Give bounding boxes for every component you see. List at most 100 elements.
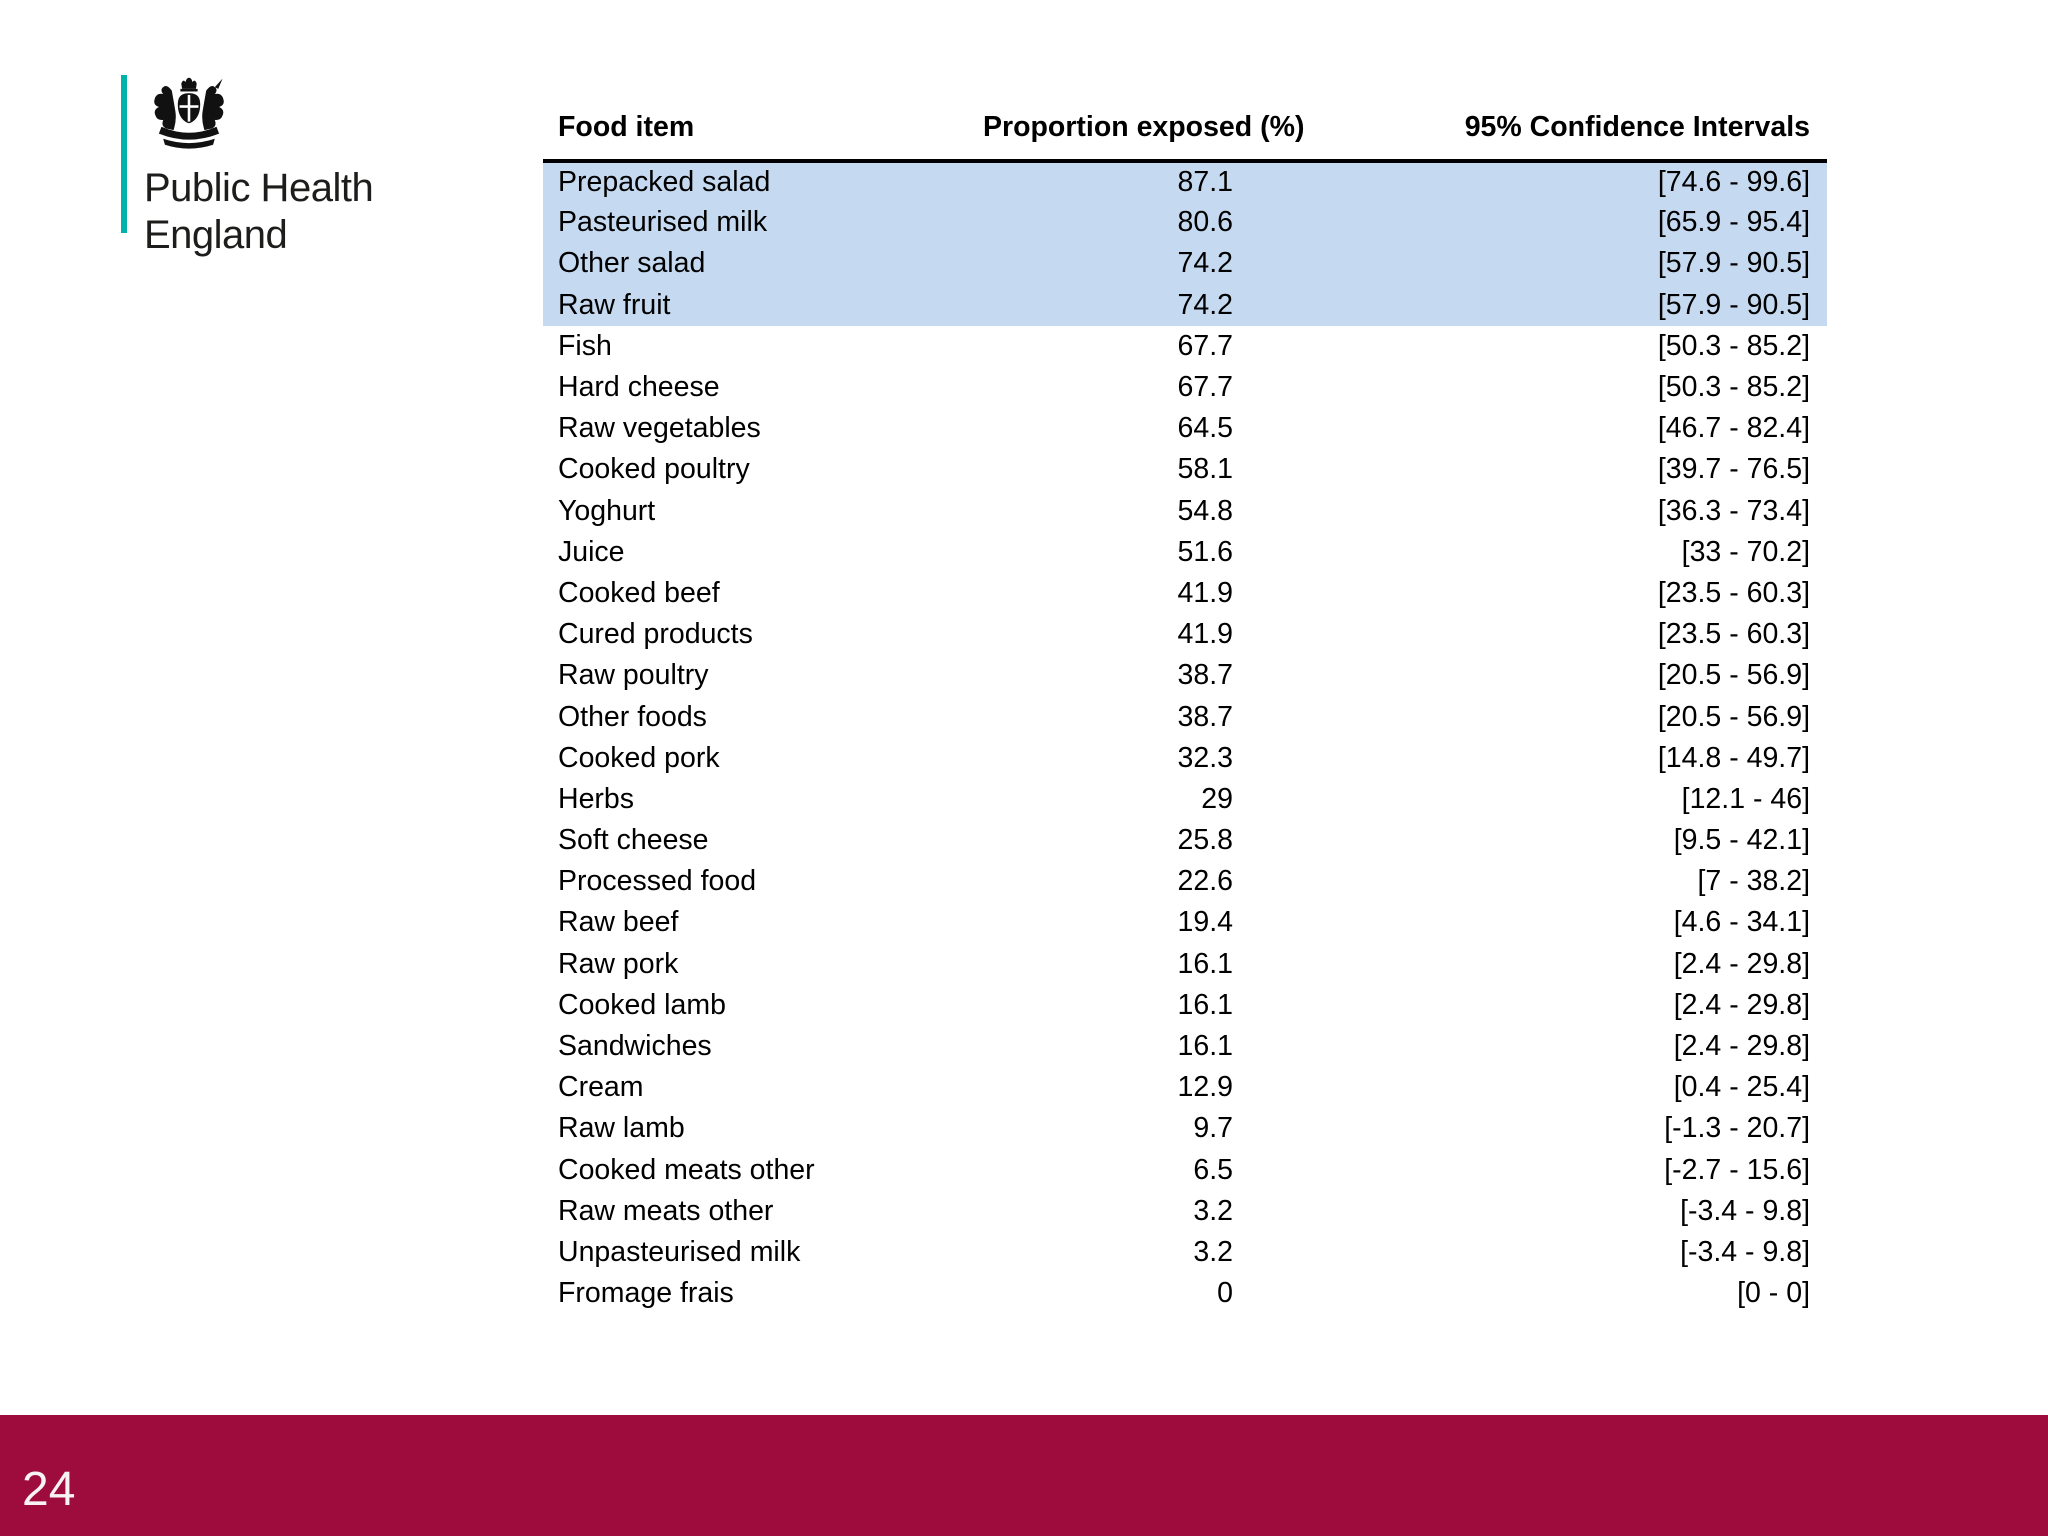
food-item-cell: Other foods: [558, 700, 707, 733]
table-row: Yoghurt 54.8 [36.3 - 73.4]: [543, 491, 1827, 532]
logo-line1: Public Health: [144, 166, 374, 210]
food-item-cell: Raw lamb: [558, 1112, 685, 1145]
table-row: Raw meats other 3.2 [-3.4 - 9.8]: [543, 1191, 1827, 1232]
proportion-cell: 58.1: [1177, 453, 1233, 486]
ci-cell: [9.5 - 42.1]: [1673, 824, 1810, 857]
proportion-cell: 38.7: [1177, 659, 1233, 692]
food-item-cell: Raw pork: [558, 947, 679, 980]
food-item-cell: Hard cheese: [558, 371, 720, 404]
royal-coat-of-arms-icon: [154, 77, 224, 149]
proportion-cell: 64.5: [1177, 412, 1233, 445]
proportion-cell: 16.1: [1177, 1030, 1233, 1063]
table-row: Cooked pork 32.3 [14.8 - 49.7]: [543, 738, 1827, 779]
ci-cell: [33 - 70.2]: [1681, 535, 1810, 568]
food-item-cell: Cured products: [558, 618, 753, 651]
proportion-cell: 29: [1201, 782, 1233, 815]
logo-body: Public Health England: [144, 75, 374, 259]
table-row: Unpasteurised milk 3.2 [-3.4 - 9.8]: [543, 1232, 1827, 1273]
table-row: Raw lamb 9.7 [-1.3 - 20.7]: [543, 1108, 1827, 1149]
ci-cell: [-3.4 - 9.8]: [1680, 1194, 1810, 1227]
ci-cell: [12.1 - 46]: [1681, 782, 1810, 815]
food-item-cell: Cooked lamb: [558, 988, 726, 1021]
food-item-cell: Juice: [558, 535, 625, 568]
proportion-cell: 74.2: [983, 284, 1233, 326]
food-item-cell: Raw poultry: [558, 659, 709, 692]
ci-cell: [2.4 - 29.8]: [1673, 988, 1810, 1021]
table-row: Hard cheese 67.7 [50.3 - 85.2]: [543, 367, 1827, 408]
ci-cell: [57.9 - 90.5]: [1233, 243, 1827, 285]
proportion-cell: 41.9: [1177, 618, 1233, 651]
logo-text: Public Health England: [144, 165, 374, 259]
ci-cell: [2.4 - 29.8]: [1673, 947, 1810, 980]
proportion-cell: 9.7: [1193, 1112, 1233, 1145]
food-item-cell: Pasteurised milk: [543, 202, 983, 244]
table-row: Cured products 41.9 [23.5 - 60.3]: [543, 614, 1827, 655]
table-row: Pasteurised milk 80.6 [65.9 - 95.4]: [543, 202, 1827, 244]
ci-cell: [20.5 - 56.9]: [1657, 659, 1810, 692]
food-item-cell: Raw fruit: [543, 284, 983, 326]
food-item-cell: Herbs: [558, 782, 635, 815]
table-row: Herbs 29 [12.1 - 46]: [543, 779, 1827, 820]
proportion-cell: 87.1: [983, 161, 1233, 203]
table-row: Fromage frais 0 [0 - 0]: [543, 1273, 1827, 1314]
table-row: Raw poultry 38.7 [20.5 - 56.9]: [543, 655, 1827, 696]
food-item-cell: Fish: [558, 329, 612, 362]
table-row: Other foods 38.7 [20.5 - 56.9]: [543, 696, 1827, 737]
ci-cell: [65.9 - 95.4]: [1233, 202, 1827, 244]
ci-cell: [74.6 - 99.6]: [1233, 161, 1827, 203]
ci-cell: [57.9 - 90.5]: [1233, 284, 1827, 326]
proportion-column-header: Proportion exposed (%): [983, 95, 1304, 163]
food-item-cell: Cooked poultry: [558, 453, 750, 486]
ci-cell: [-1.3 - 20.7]: [1664, 1112, 1810, 1145]
proportion-cell: 3.2: [1193, 1235, 1233, 1268]
proportion-cell: 16.1: [1177, 947, 1233, 980]
proportion-cell: 16.1: [1177, 988, 1233, 1021]
table-row: Juice 51.6 [33 - 70.2]: [543, 532, 1827, 573]
table-row: Raw vegetables 64.5 [46.7 - 82.4]: [543, 408, 1827, 449]
ci-cell: [39.7 - 76.5]: [1657, 453, 1810, 486]
table-header-row: Food item Proportion exposed (%) 95% Con…: [543, 95, 1827, 163]
proportion-cell: 19.4: [1177, 906, 1233, 939]
exposure-table: Food item Proportion exposed (%) 95% Con…: [543, 95, 1827, 1314]
ci-cell: [4.6 - 34.1]: [1673, 906, 1810, 939]
ci-cell: [23.5 - 60.3]: [1657, 618, 1810, 651]
proportion-cell: 74.2: [983, 243, 1233, 285]
proportion-cell: 41.9: [1177, 576, 1233, 609]
food-item-cell: Raw beef: [558, 906, 679, 939]
proportion-cell: 22.6: [1177, 865, 1233, 898]
proportion-cell: 0: [1217, 1277, 1233, 1310]
ci-cell: [0.4 - 25.4]: [1673, 1071, 1810, 1104]
table-row: Sandwiches 16.1 [2.4 - 29.8]: [543, 1026, 1827, 1067]
table-body: Prepacked salad 87.1 [74.6 - 99.6] Paste…: [543, 161, 1827, 1314]
ci-cell: [2.4 - 29.8]: [1673, 1030, 1810, 1063]
food-item-cell: Sandwiches: [558, 1030, 712, 1063]
table-row: Cooked poultry 58.1 [39.7 - 76.5]: [543, 449, 1827, 490]
food-item-column-header: Food item: [543, 95, 983, 163]
ci-cell: [7 - 38.2]: [1697, 865, 1810, 898]
food-item-cell: Yoghurt: [558, 494, 656, 527]
table-row: Cooked beef 41.9 [23.5 - 60.3]: [543, 573, 1827, 614]
ci-column-header: 95% Confidence Intervals: [1233, 95, 1827, 163]
ci-cell: [50.3 - 85.2]: [1657, 371, 1810, 404]
page-number: 24: [22, 1462, 76, 1516]
table-row: Cream 12.9 [0.4 - 25.4]: [543, 1067, 1827, 1108]
proportion-cell: 32.3: [1177, 741, 1233, 774]
ci-cell: [-3.4 - 9.8]: [1680, 1235, 1810, 1268]
food-item-cell: Fromage frais: [558, 1277, 734, 1310]
ci-cell: [0 - 0]: [1737, 1277, 1810, 1310]
food-item-cell: Soft cheese: [558, 824, 709, 857]
food-item-cell: Processed food: [558, 865, 757, 898]
proportion-cell: 3.2: [1193, 1194, 1233, 1227]
food-item-cell: Other salad: [543, 243, 983, 285]
food-item-cell: Raw vegetables: [558, 412, 761, 445]
proportion-cell: 67.7: [1177, 371, 1233, 404]
food-item-cell: Cooked beef: [558, 576, 720, 609]
logo-line2: England: [144, 213, 288, 257]
ci-cell: [46.7 - 82.4]: [1657, 412, 1810, 445]
table-row: Fish 67.7 [50.3 - 85.2]: [543, 326, 1827, 367]
table-row: Soft cheese 25.8 [9.5 - 42.1]: [543, 820, 1827, 861]
ci-cell: [23.5 - 60.3]: [1657, 576, 1810, 609]
proportion-cell: 38.7: [1177, 700, 1233, 733]
food-item-cell: Cream: [558, 1071, 644, 1104]
table-row: Other salad 74.2 [57.9 - 90.5]: [543, 243, 1827, 285]
